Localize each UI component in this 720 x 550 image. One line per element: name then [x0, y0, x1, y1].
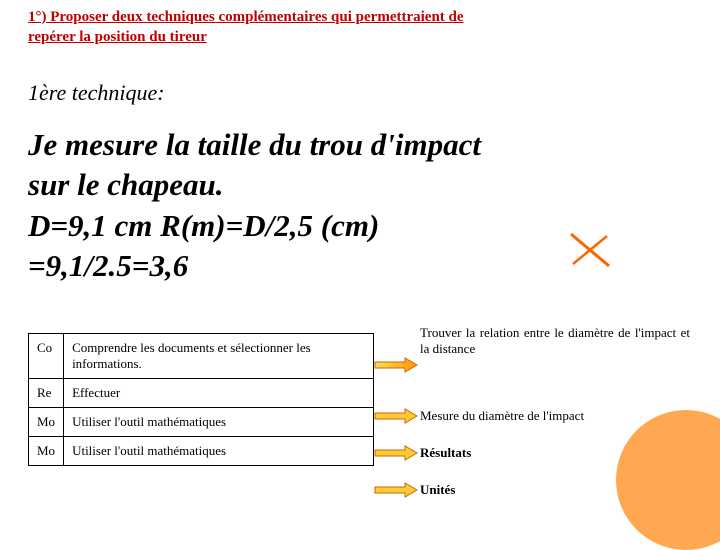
- table-row: Co Comprendre les documents et sélection…: [29, 334, 374, 379]
- row-desc: Utiliser l'outil mathématiques: [64, 437, 374, 466]
- row-code: Mo: [29, 437, 64, 466]
- row-desc: Effectuer: [64, 379, 374, 408]
- row-desc: Utiliser l'outil mathématiques: [64, 408, 374, 437]
- right-note-4: Unités: [420, 482, 455, 498]
- arrow-icon: [373, 356, 419, 374]
- arrow-icon: [373, 407, 419, 425]
- table-row: Re Effectuer: [29, 379, 374, 408]
- main-line-4: =9,1/2.5=3,6: [28, 246, 558, 286]
- main-line-2: sur le chapeau.: [28, 165, 558, 205]
- table-row: Mo Utiliser l'outil mathématiques: [29, 408, 374, 437]
- competency-table: Co Comprendre les documents et sélection…: [28, 333, 374, 466]
- table-row: Mo Utiliser l'outil mathématiques: [29, 437, 374, 466]
- arrow-icon: [373, 444, 419, 462]
- decorative-circle: [616, 410, 720, 550]
- main-line-3: D=9,1 cm R(m)=D/2,5 (cm): [28, 206, 558, 246]
- right-note-2: Mesure du diamètre de l'impact: [420, 408, 584, 424]
- right-note-1: Trouver la relation entre le diamètre de…: [420, 325, 690, 357]
- arrow-icon: [373, 481, 419, 499]
- main-line-1: Je mesure la taille du trou d'impact: [28, 125, 558, 165]
- technique-subtitle: 1ère technique:: [28, 80, 165, 106]
- row-desc: Comprendre les documents et sélectionner…: [64, 334, 374, 379]
- right-note-3: Résultats: [420, 445, 471, 461]
- row-code: Co: [29, 334, 64, 379]
- question-heading: 1°) Proposer deux techniques complémenta…: [28, 8, 508, 47]
- row-code: Re: [29, 379, 64, 408]
- slash-icon: [565, 228, 615, 272]
- row-code: Mo: [29, 408, 64, 437]
- main-text-block: Je mesure la taille du trou d'impact sur…: [28, 125, 558, 286]
